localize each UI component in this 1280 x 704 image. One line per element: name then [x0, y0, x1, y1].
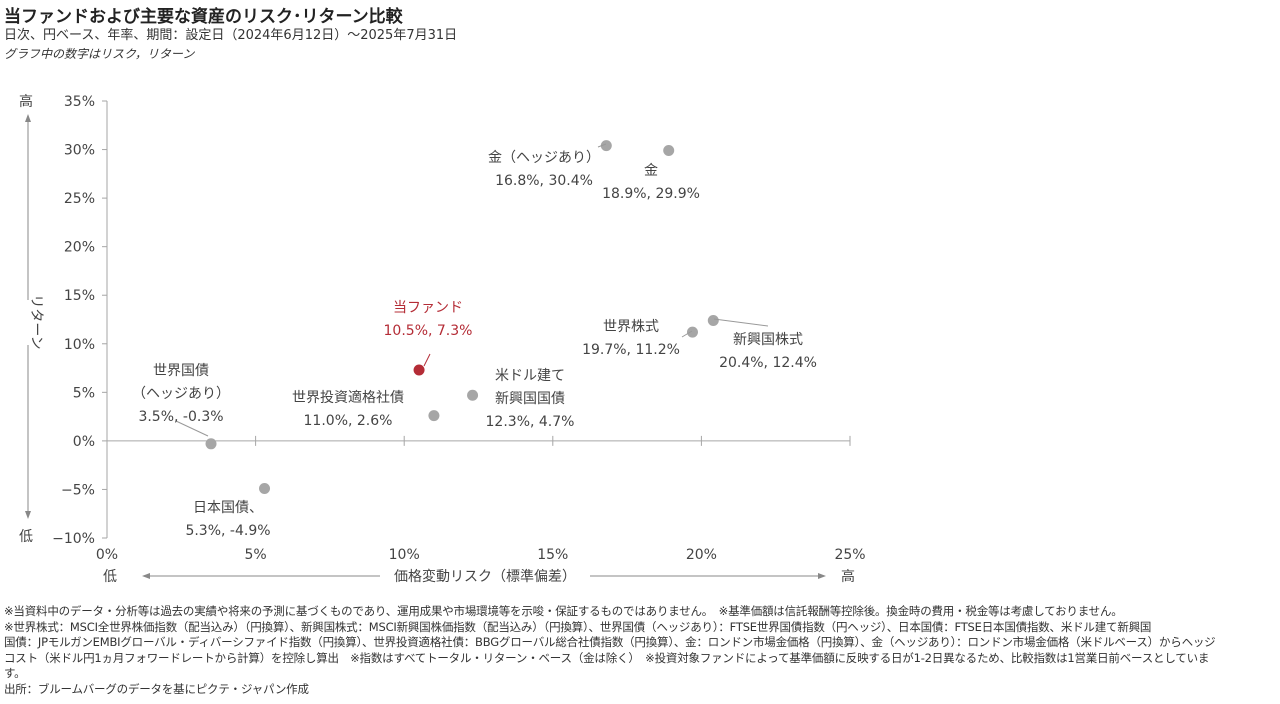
data-point	[259, 482, 271, 494]
data-label: 10.5%, 7.3%	[384, 323, 473, 339]
y-tick-label: 30%	[64, 143, 95, 159]
y-axis-title: リターン	[28, 294, 44, 349]
data-label: 5.3%, -4.9%	[185, 523, 270, 539]
x-tick-label: 20%	[686, 547, 717, 563]
data-label: 金	[644, 163, 658, 179]
footnote-line: ※当資料中のデータ・分析等は過去の実績や将来の予測に基づくものであり、運用成果や…	[4, 604, 1123, 618]
data-label: 金（ヘッジあり）	[488, 150, 600, 166]
leader-line	[175, 420, 209, 437]
y-tick-label: 5%	[73, 385, 95, 401]
data-label: 19.7%, 11.2%	[582, 342, 680, 358]
subtitle: 日次、円ベース、年率、期間：設定日（2024年6月12日）～2025年7月31日	[4, 28, 458, 43]
footnote-source: 出所：ブルームバーグのデータを基にピクテ・ジャパン作成	[4, 681, 309, 696]
y-tick-label: 35%	[64, 94, 95, 110]
data-point	[663, 145, 675, 157]
page-title: 当ファンドおよび主要な資産のリスク･リターン比較	[4, 7, 403, 27]
x-tick-label: 10%	[389, 547, 420, 563]
footnote-line: す。	[4, 666, 26, 681]
data-point	[686, 326, 698, 338]
leader-line	[681, 330, 693, 338]
x-axis-low-label: 低	[103, 569, 117, 585]
x-axis-high-label: 高	[841, 568, 855, 585]
data-label: 16.8%, 30.4%	[495, 173, 593, 189]
data-label: 新興国株式	[733, 332, 803, 348]
y-tick-label: 0%	[73, 434, 95, 450]
y-axis-low-label: 低	[19, 529, 33, 545]
x-tick-label: 0%	[96, 547, 118, 563]
data-point	[467, 389, 479, 401]
footnotes: ※当資料中のデータ・分析等は過去の実績や将来の予測に基づくものであり、運用成果や…	[4, 604, 1276, 698]
leader-line	[423, 353, 431, 367]
data-label: 米ドル建て	[495, 368, 565, 384]
data-label: 世界投資適格社債	[292, 389, 404, 406]
y-tick-label: 10%	[64, 337, 95, 353]
data-label: 3.5%, -0.3%	[138, 409, 223, 425]
y-axis-high-label: 高	[19, 93, 33, 110]
y-tick-label: 20%	[64, 240, 95, 256]
y-tick-label: 15%	[64, 288, 95, 304]
x-tick-label: 5%	[244, 547, 266, 563]
data-point	[413, 364, 425, 376]
footnote-line: 国債：JPモルガンEMBIグローバル・ディバーシファイド指数（円換算）、世界投資…	[4, 635, 1216, 650]
data-label: 世界株式	[603, 319, 659, 335]
y-tick-label: −5%	[61, 482, 95, 498]
data-label: 当ファンド	[393, 300, 463, 316]
data-label: 12.3%, 4.7%	[486, 414, 575, 430]
y-tick-label: 25%	[64, 191, 95, 207]
data-label: 20.4%, 12.4%	[719, 355, 817, 371]
data-point	[707, 314, 719, 326]
x-tick-label: 15%	[537, 547, 568, 563]
data-label: （ヘッジあり）	[132, 386, 230, 402]
footnote-line: ※世界株式：MSCI全世界株価指数（配当込み）（円換算）、新興国株式：MSCI新…	[4, 619, 1152, 634]
footnote-line: コスト（米ドル円1ヵ月フォワードレートから計算）を控除し算出 ※指数はすべてトー…	[4, 650, 1210, 665]
data-label: 18.9%, 29.9%	[602, 186, 700, 202]
data-point	[428, 410, 440, 422]
data-label: 新興国国債	[495, 391, 565, 407]
data-point	[205, 438, 217, 450]
chart-note: グラフ中の数字はリスク，リターン	[4, 47, 195, 61]
leader-line	[713, 318, 769, 327]
data-label: 11.0%, 2.6%	[304, 413, 393, 429]
data-label: 日本国債、	[193, 500, 263, 516]
data-point	[600, 140, 612, 152]
data-label: 世界国債	[153, 363, 209, 379]
risk-return-scatter-chart: −10% −5% 0% 5% 10% 15% 20% 25% 30% 35% 0% 5% 10% 15% 2…	[19, 93, 866, 585]
x-axis-title: 価格変動リスク（標準偏差）	[394, 568, 576, 585]
x-tick-label: 25%	[834, 547, 865, 563]
leader-line	[597, 143, 607, 148]
y-tick-label: −10%	[52, 531, 95, 547]
